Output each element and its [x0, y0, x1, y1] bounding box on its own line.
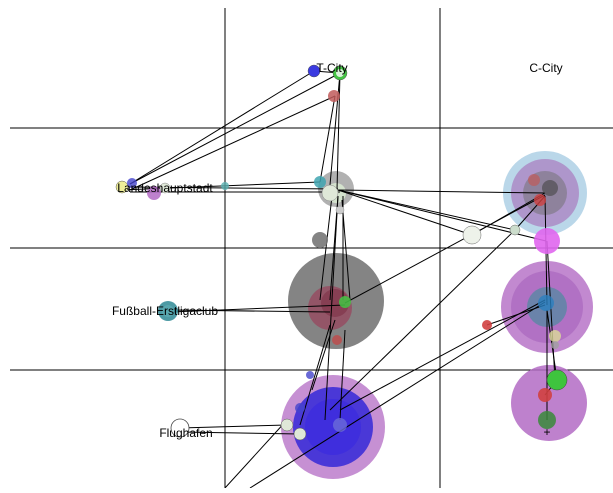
label-flughafen: Flughafen [159, 426, 212, 440]
small-nodes: + [115, 64, 568, 441]
lower-node-green [546, 369, 568, 391]
label-c-city: C-City [529, 61, 562, 75]
label-landeshauptstadt: Landeshauptstadt [117, 181, 213, 195]
mid-node-pale [462, 225, 482, 245]
landeshaupt-node-3 [147, 186, 161, 200]
c-city-low-halo [511, 365, 587, 441]
label-fussball: Fußball-Erstligaclub [112, 304, 218, 318]
center-node-gray [312, 232, 328, 248]
edges [119, 70, 558, 489]
t-city-node-blue [307, 64, 321, 78]
svg-text:+: + [543, 425, 550, 439]
grid [10, 8, 613, 488]
center-node-teal [314, 176, 326, 188]
lower-node-green-2 [538, 411, 556, 429]
landeshaupt-node-1 [115, 180, 129, 194]
place-labels: T-City C-City Landeshauptstadt Fußball-E… [112, 61, 563, 440]
mid-node-magenta [534, 228, 560, 254]
lower-node-red [538, 388, 552, 402]
t-city-node-red [328, 90, 340, 102]
label-t-city: T-City [316, 61, 347, 75]
red-small-node [482, 320, 492, 330]
flughafen-node-white [170, 418, 190, 438]
landeshaupt-node-2 [127, 178, 137, 188]
